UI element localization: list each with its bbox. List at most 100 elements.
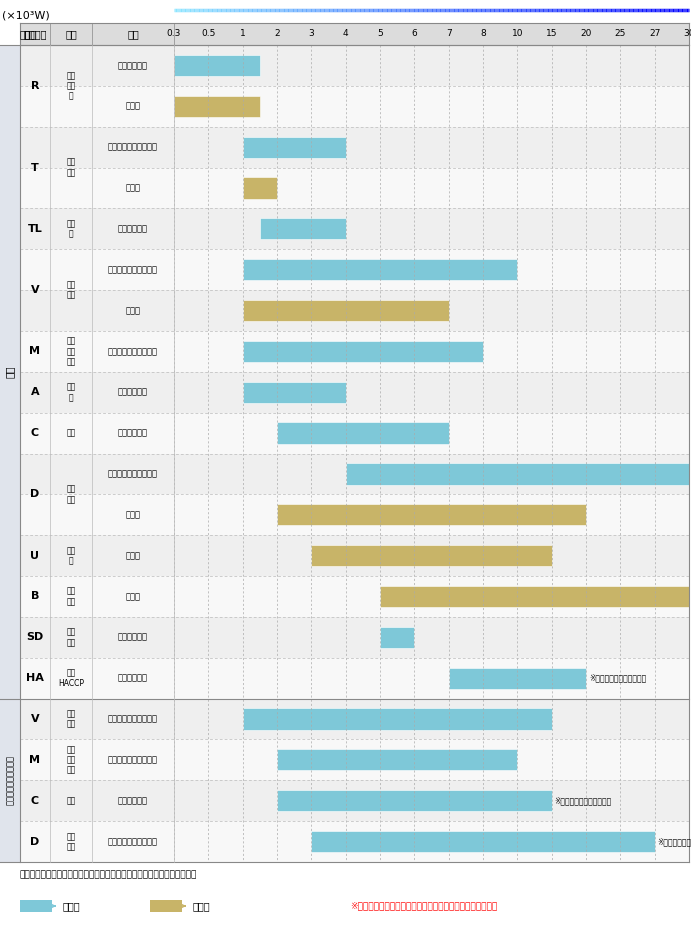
Text: オフサイクル・ヒータ: オフサイクル・ヒータ: [108, 755, 158, 764]
Text: 特長: 特長: [65, 29, 77, 39]
Text: ※印をのぞく全シリーズの外装ケースはアルミとなります。: ※印をのぞく全シリーズの外装ケースはアルミとなります。: [350, 901, 498, 910]
Text: 4: 4: [343, 30, 348, 38]
Bar: [20, 658, 689, 698]
Text: 15: 15: [546, 30, 558, 38]
Bar: [243, 299, 448, 321]
Text: 8: 8: [480, 30, 486, 38]
Bar: [20, 290, 689, 331]
Bar: [243, 259, 518, 280]
Text: オフサイクル: オフサイクル: [118, 429, 148, 438]
Text: 10: 10: [511, 30, 523, 38]
Text: 5: 5: [377, 30, 383, 38]
Text: 1: 1: [240, 30, 245, 38]
Text: 30: 30: [683, 30, 691, 38]
Text: ヒータ: ヒータ: [126, 101, 140, 111]
Text: 大型
強冷: 大型 強冷: [66, 831, 75, 851]
Text: オフサイクル: オフサイクル: [118, 632, 148, 642]
Bar: [20, 576, 689, 617]
Text: HA: HA: [26, 673, 44, 684]
Text: 低高
風温
量度: 低高 風温 量度: [66, 337, 75, 366]
Bar: [150, 900, 182, 912]
Bar: [20, 126, 689, 167]
Bar: [20, 495, 689, 535]
Bar: [20, 208, 689, 249]
Text: ※外装ケースはステンレス: ※外装ケースはステンレス: [658, 837, 691, 846]
Text: 20: 20: [580, 30, 591, 38]
Text: ヒータ: ヒータ: [126, 592, 140, 601]
Text: オフサイクル・ヒータ: オフサイクル・ヒータ: [108, 142, 158, 152]
Text: 2: 2: [274, 30, 280, 38]
Bar: [20, 900, 52, 912]
Bar: [20, 535, 689, 576]
Text: A: A: [30, 387, 39, 397]
Text: オフサイクル: オフサイクル: [118, 224, 148, 233]
Text: 低高
風温
速度: 低高 風温 速度: [66, 745, 75, 775]
Text: B: B: [31, 591, 39, 602]
Text: 27: 27: [649, 30, 661, 38]
Bar: [0, 698, 20, 862]
Text: (×10³W): (×10³W): [2, 10, 50, 20]
Text: オフサイクル: オフサイクル: [118, 796, 148, 805]
Bar: [448, 668, 586, 689]
Text: シリーズ: シリーズ: [23, 29, 47, 39]
Text: 中温: 中温: [66, 429, 75, 438]
Text: SD: SD: [26, 632, 44, 643]
Text: 0.3: 0.3: [167, 30, 181, 38]
Text: V: V: [30, 714, 39, 724]
Text: オフサイクル・ヒータ: オフサイクル・ヒータ: [108, 265, 158, 274]
Text: 軽超
量薄
形: 軽超 量薄 形: [66, 71, 75, 100]
Text: 大型
強冷: 大型 強冷: [66, 485, 75, 504]
Text: 薄形
軽量: 薄形 軽量: [66, 158, 75, 178]
Bar: [174, 55, 260, 76]
Bar: [20, 454, 689, 495]
Bar: [277, 504, 586, 525]
Text: C: C: [31, 796, 39, 805]
Bar: [20, 372, 689, 413]
Text: D: D: [30, 837, 39, 846]
Bar: [20, 413, 689, 454]
Text: 業務別（重防食仕様）: 業務別（重防食仕様）: [6, 755, 15, 805]
Text: オフサイクル: オフサイクル: [118, 61, 148, 70]
Bar: [20, 780, 689, 821]
Text: 図中のバーをクリックしていただくと、各形式の詳細をご覧になれます。: 図中のバーをクリックしていただくと、各形式の詳細をご覧になれます。: [20, 870, 198, 879]
Text: ヒータ: ヒータ: [126, 306, 140, 315]
Text: ヒータ: ヒータ: [126, 551, 140, 560]
Text: ヒータ: ヒータ: [126, 183, 140, 193]
Text: 冷蔵用: 冷蔵用: [63, 901, 81, 911]
Text: U: U: [30, 551, 39, 561]
Text: C: C: [31, 428, 39, 438]
Text: 0.5: 0.5: [201, 30, 216, 38]
Text: ※外装ケースはステンレス: ※外装ケースはステンレス: [589, 673, 646, 683]
Text: オフサイクル・ヒータ: オフサイクル・ヒータ: [108, 347, 158, 356]
Text: 7: 7: [446, 30, 451, 38]
Text: TL: TL: [28, 224, 42, 233]
Bar: [20, 249, 689, 290]
Bar: [260, 219, 346, 239]
Text: 霜取: 霜取: [127, 29, 139, 39]
Bar: [20, 167, 689, 208]
Bar: [312, 830, 654, 852]
Text: 標準
軽量: 標準 軽量: [66, 710, 75, 729]
Text: 農事
用: 農事 用: [66, 382, 75, 402]
Bar: [20, 45, 689, 86]
Bar: [243, 340, 483, 362]
Bar: [243, 709, 551, 730]
Bar: [312, 545, 551, 566]
Bar: [20, 617, 689, 658]
Text: 25: 25: [615, 30, 626, 38]
Bar: [20, 331, 689, 372]
Text: M: M: [30, 346, 41, 356]
Bar: [20, 821, 689, 862]
Text: オフサイクル: オフサイクル: [118, 673, 148, 683]
Text: オフサイクル・ヒータ: オフサイクル・ヒータ: [108, 714, 158, 724]
Text: タイプ: タイプ: [19, 29, 37, 39]
Text: 冷凍用: 冷凍用: [193, 901, 211, 911]
Text: T: T: [31, 163, 39, 173]
Text: 3: 3: [308, 30, 314, 38]
Bar: [380, 586, 689, 607]
Text: オフサイクル・ヒータ: オフサイクル・ヒータ: [108, 837, 158, 846]
Text: 超薄
形: 超薄 形: [66, 219, 75, 238]
Text: 標準: 標準: [5, 365, 15, 379]
Bar: [20, 739, 689, 780]
Text: ※外装ケースはステンレス: ※外装ケースはステンレス: [555, 796, 612, 805]
